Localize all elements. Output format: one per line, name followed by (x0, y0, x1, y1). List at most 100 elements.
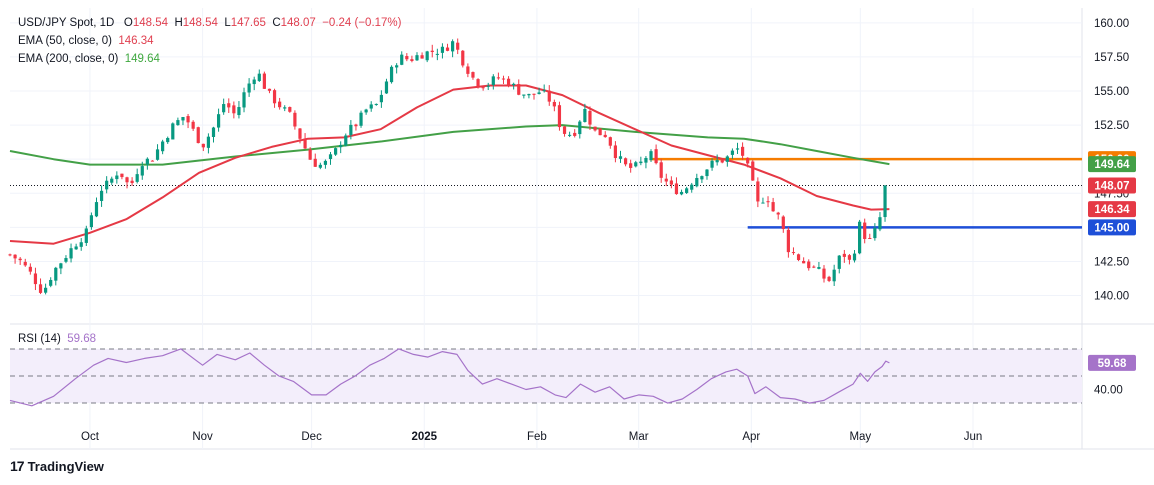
candle-body (593, 126, 597, 131)
candle-body (349, 124, 353, 136)
candle-body (527, 93, 531, 96)
candle-body (512, 83, 516, 86)
rsi-label: RSI (14) (18, 333, 61, 345)
candle-body (852, 253, 857, 261)
candle-body (451, 41, 455, 52)
candle-body (74, 246, 78, 250)
candle-body (435, 53, 439, 55)
candle-body (201, 143, 205, 148)
candle-body (664, 178, 668, 182)
candle-body (308, 149, 312, 160)
low-label: L (224, 17, 231, 29)
candle-body (695, 177, 699, 187)
candle-body (725, 156, 729, 162)
candle-body (99, 190, 104, 201)
price-tag (1088, 177, 1136, 194)
candle-body (440, 46, 445, 53)
candle-body (649, 151, 653, 161)
candle-body (181, 117, 185, 121)
candle-body (44, 287, 48, 293)
candle-body (313, 158, 317, 167)
candle-body (766, 201, 770, 203)
candle-body (237, 107, 241, 116)
candle-body (420, 55, 424, 59)
candle-body (28, 266, 32, 272)
candle-body (303, 138, 307, 149)
candle-body (552, 101, 556, 107)
candle-body (598, 128, 602, 136)
tradingview-logo-icon: 17 (10, 458, 25, 474)
candle-body (33, 273, 38, 285)
candle-body (873, 228, 877, 239)
candle-body (568, 134, 572, 136)
candle-body (491, 76, 495, 85)
open-value: 148.54 (132, 17, 169, 29)
date-tick-label: 2025 (411, 431, 437, 443)
candle-body (400, 54, 404, 65)
ema200-legend[interactable]: EMA (200, close, 0) 149.64 (18, 50, 160, 68)
candle-body (613, 145, 618, 159)
candle-body (735, 148, 740, 150)
candle-body (751, 161, 755, 181)
candle-body (654, 149, 658, 164)
candle-body (740, 146, 745, 156)
candle-body (216, 114, 221, 128)
candle-body (211, 127, 216, 137)
candle-body (267, 88, 272, 91)
candle-body (476, 79, 480, 87)
candle-body (333, 148, 338, 155)
candle-body (537, 92, 541, 94)
ema200-label: EMA (200, close, 0) (18, 53, 119, 65)
candle-body (832, 269, 836, 282)
candle-body (746, 157, 750, 164)
candle-body (415, 55, 419, 61)
candle-body (445, 47, 450, 51)
candle-body (629, 163, 633, 168)
symbol-title[interactable]: USD/JPY Spot, 1D (18, 17, 115, 29)
candle-body (145, 158, 149, 165)
candle-body (506, 78, 511, 86)
candle-body (532, 93, 536, 95)
date-tick-label: Oct (81, 431, 100, 443)
candle-body (466, 66, 470, 74)
candle-body (206, 136, 211, 148)
candle-body (557, 105, 562, 128)
candle-body (522, 94, 526, 96)
ema50-value: 146.34 (118, 35, 154, 47)
candle-body (54, 267, 58, 281)
date-tick-label: Apr (742, 431, 760, 443)
rsi-value: 59.68 (67, 333, 96, 345)
candle-body (603, 134, 607, 138)
rsi-legend[interactable]: RSI (14) 59.68 (18, 333, 96, 345)
ema50-legend[interactable]: EMA (50, close, 0) 146.34 (18, 32, 154, 50)
candle-body (247, 83, 251, 93)
candle-body (618, 156, 623, 159)
candle-body (868, 238, 872, 240)
price-tag-label: 145.00 (1094, 222, 1129, 234)
candle-body (827, 276, 831, 281)
candle-body (496, 77, 500, 79)
price-tag-label: 146.34 (1094, 204, 1130, 216)
price-tick-label: 157.50 (1094, 52, 1129, 64)
date-tick-label: May (849, 431, 871, 443)
candle-body (685, 188, 689, 193)
candle-body (705, 169, 709, 177)
rsi-tick-label: 40.00 (1094, 385, 1123, 397)
rsi-curve (9, 348, 890, 407)
tradingview-brand[interactable]: 17 TradingView (10, 458, 104, 474)
candle-body (191, 121, 195, 129)
candle-body (562, 126, 567, 134)
ema200-value: 149.64 (124, 53, 160, 65)
candle-body (278, 101, 282, 108)
candle-body (89, 215, 93, 228)
candle-body (883, 185, 887, 218)
candle-body (720, 160, 724, 163)
price-tick-label: 140.00 (1094, 291, 1129, 303)
low-value: 147.65 (230, 17, 266, 29)
candle-body (659, 162, 663, 178)
candle-body (847, 255, 852, 260)
price-tag (1088, 156, 1136, 173)
rsi-tag-label: 59.68 (1098, 358, 1127, 370)
candle-body (608, 137, 612, 146)
candle-body (94, 202, 99, 217)
